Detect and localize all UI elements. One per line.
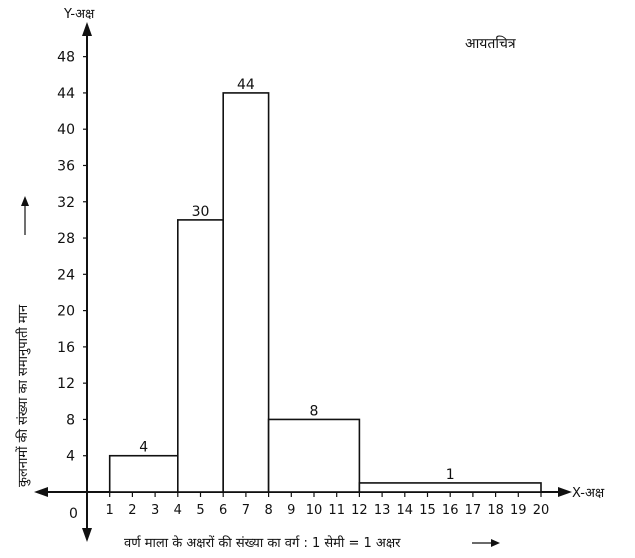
origin-label: 0 (69, 506, 78, 522)
bar-label-2: 44 (237, 77, 255, 93)
y-axis-title-arrow-head (21, 196, 29, 206)
x-tick-label: 16 (442, 503, 459, 518)
x-tick-label: 20 (533, 503, 550, 518)
bar-2 (222, 92, 270, 493)
y-axis-name: Y-अक्ष (63, 7, 95, 22)
bar-label-3: 8 (310, 403, 319, 419)
x-tick-label: 12 (351, 503, 368, 518)
x-axis-title-arrow-head (491, 539, 500, 547)
x-tick-label: 19 (510, 503, 527, 518)
x-tick-label: 2 (128, 503, 136, 518)
bar-0 (108, 454, 179, 493)
x-axis-arrow-left (34, 487, 48, 497)
y-tick-label: 40 (57, 122, 75, 138)
bar-4 (358, 482, 542, 493)
y-axis-arrow-up (82, 22, 92, 36)
y-tick-label: 28 (57, 231, 75, 247)
y-tick-label: 8 (66, 412, 75, 428)
ticks-layer: 1 2 3 4 5 6 7 8 9 10 11 12 13 14 15 16 17 18 19 20481216202… (57, 50, 549, 518)
x-tick-label: 15 (419, 503, 436, 518)
x-tick-label: 4 (174, 503, 182, 518)
y-tick-label: 44 (57, 86, 75, 102)
x-tick-label: 3 (151, 503, 159, 518)
y-tick-label: 16 (57, 340, 75, 356)
x-axis-title: वर्ण माला के अक्षरों की संख्या का वर्ग :… (124, 535, 401, 551)
bar-label-4: 1 (446, 467, 455, 483)
x-tick-label: 13 (374, 503, 391, 518)
x-tick-label: 11 (328, 503, 345, 518)
bar-1 (177, 219, 225, 493)
y-tick-label: 24 (57, 267, 75, 283)
x-tick-label: 8 (264, 503, 272, 518)
bar-label-0: 4 (139, 440, 148, 456)
x-tick-label: 10 (306, 503, 323, 518)
y-axis-arrow-down (82, 528, 92, 542)
x-tick-label: 7 (242, 503, 250, 518)
x-axis-arrow-right (558, 487, 572, 497)
x-axis-name: X-अक्ष (572, 486, 605, 501)
y-tick-label: 48 (57, 50, 75, 66)
x-tick-label: 9 (287, 503, 295, 518)
x-tick-label: 5 (196, 503, 204, 518)
y-tick-label: 12 (57, 376, 75, 392)
y-tick-label: 36 (57, 158, 75, 174)
chart-title: आयतचित्र (465, 35, 516, 52)
x-tick-label: 14 (397, 503, 414, 518)
x-tick-label: 6 (219, 503, 227, 518)
x-tick-label: 18 (487, 503, 504, 518)
bars-layer: 4 30 44 8 1 (108, 77, 542, 493)
bar-label-1: 30 (192, 204, 210, 220)
y-tick-label: 4 (66, 449, 75, 465)
x-tick-label: 17 (465, 503, 482, 518)
y-axis-title: कुलनामों की संख्या का समानुपाती मान (15, 304, 31, 487)
x-tick-label: 1 (106, 503, 114, 518)
y-tick-label: 20 (57, 304, 75, 320)
bar-3 (267, 418, 361, 493)
y-tick-label: 32 (57, 195, 75, 211)
